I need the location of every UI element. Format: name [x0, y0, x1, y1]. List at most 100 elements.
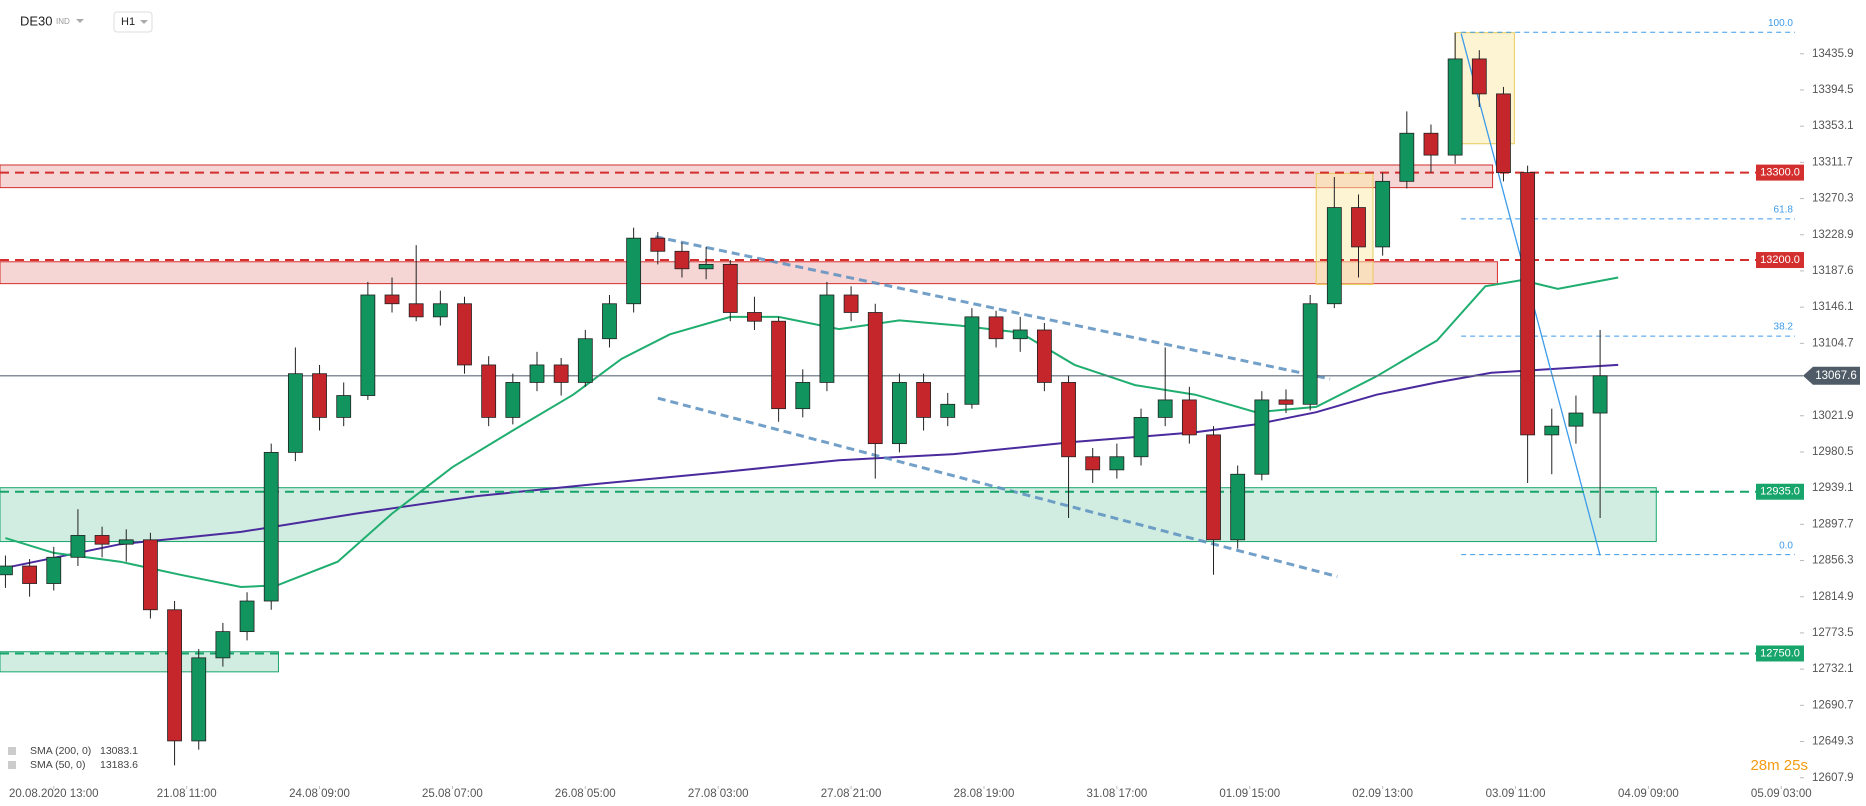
x-tick-label: 27.08 21:00: [821, 788, 882, 800]
symbol-tag: IND: [56, 17, 70, 26]
candle-body: [1085, 456, 1101, 471]
y-tick-label: 13270.3: [1812, 193, 1854, 205]
candle-body: [1326, 207, 1342, 305]
candle-body: [626, 237, 642, 305]
candle-body: [867, 312, 883, 445]
candle-body: [1544, 425, 1560, 436]
candle-body: [795, 382, 811, 410]
candle-body: [1496, 93, 1511, 173]
y-tick-label: 12690.7: [1812, 699, 1854, 711]
fib-level-label: 61.8: [1774, 205, 1794, 216]
dropdown-arrow[interactable]: [140, 20, 148, 24]
candle-timer: 28m 25s: [1750, 757, 1808, 774]
candle-body: [1568, 412, 1584, 427]
level-tag: [1756, 483, 1804, 500]
candle-body: [167, 609, 182, 742]
sma-line: [5, 363, 1619, 569]
candle-body: [1423, 132, 1439, 156]
candle-body: [239, 600, 255, 633]
candle-body: [94, 535, 110, 545]
legend-value: 13183.6: [100, 759, 138, 771]
candle-body: [602, 303, 617, 340]
x-tick-label: 04.09 09:00: [1618, 788, 1679, 800]
y-tick-label: 13146.1: [1812, 301, 1854, 313]
level-tag-label: 12935.0: [1760, 486, 1800, 498]
fib-level-label: 0.0: [1779, 540, 1793, 551]
zone: [0, 164, 1494, 189]
candle-body: [819, 294, 835, 383]
legend-label: SMA (200, 0): [30, 745, 91, 757]
symbol[interactable]: DE30: [20, 13, 53, 28]
candle-body: [312, 373, 327, 418]
level-tag: [1756, 645, 1804, 662]
x-tick-label: 28.08 19:00: [954, 788, 1015, 800]
candle-body: [964, 316, 980, 405]
candle-body: [843, 294, 859, 313]
candle-body: [1206, 434, 1221, 541]
candle-body: [1230, 473, 1246, 541]
x-tick-label: 25.08 07:00: [422, 788, 483, 800]
level-tag-label: 12750.0: [1760, 647, 1800, 659]
candle-body: [1157, 399, 1173, 418]
legend-icon: [8, 747, 16, 755]
y-tick-label: 12897.7: [1812, 518, 1854, 530]
candle-body: [1375, 180, 1391, 248]
candle-body: [529, 364, 545, 383]
candle-body: [1036, 329, 1052, 383]
x-tick-label: 21.08 11:00: [157, 788, 217, 800]
candle-body: [674, 250, 690, 270]
candle-body: [46, 556, 62, 584]
x-tick-label: 26.08 05:00: [555, 788, 616, 800]
y-tick-label: 13228.9: [1812, 229, 1854, 241]
current-price-tag: [1803, 366, 1860, 385]
candle-body: [771, 320, 787, 410]
timeframe[interactable]: H1: [121, 16, 135, 28]
candle-body: [287, 373, 303, 453]
candle-body: [650, 237, 666, 252]
legend-label: SMA (50, 0): [30, 759, 85, 771]
x-tick-label: 24.08 09:00: [289, 788, 350, 800]
candle-body: [698, 263, 714, 270]
candle-body: [263, 451, 279, 602]
candle-body: [143, 539, 158, 611]
level-tag: [1756, 164, 1804, 181]
x-tick-label: 05.09 03:00: [1751, 788, 1812, 800]
legend-icon: [8, 761, 16, 769]
candle-body: [940, 403, 956, 418]
candle-body: [360, 294, 376, 396]
candle-body: [22, 565, 37, 584]
y-tick-label: 13311.7: [1812, 156, 1853, 168]
candle-body: [481, 364, 497, 418]
candle-body: [553, 364, 569, 383]
candle-body: [1399, 132, 1415, 182]
y-tick-label: 12732.1: [1812, 663, 1854, 675]
y-tick-label: 12607.9: [1812, 772, 1854, 784]
x-tick-label: 20.08.2020 13:00: [9, 788, 99, 800]
candle-body: [408, 303, 424, 318]
candle-body: [1520, 172, 1536, 436]
x-tick-label: 01.09 15:00: [1219, 788, 1280, 800]
fib-level-label: 38.2: [1774, 322, 1794, 333]
y-tick-label: 13394.5: [1812, 84, 1854, 96]
header: DE30 IND H1: [20, 11, 153, 33]
candle-body: [70, 535, 86, 558]
candle-body: [336, 395, 352, 418]
candle-body: [1351, 207, 1366, 248]
timeframe-box[interactable]: [113, 11, 153, 33]
candle-body: [577, 338, 593, 383]
dropdown-arrow[interactable]: [76, 19, 84, 23]
y-tick-label: 13021.9: [1812, 410, 1854, 422]
legend-value: 13083.1: [100, 745, 138, 757]
candle-body: [1061, 382, 1076, 458]
candle-body: [1471, 58, 1487, 95]
candle-body: [384, 294, 400, 305]
y-tick-label: 13435.9: [1812, 48, 1854, 60]
level-tag-label: 13300.0: [1760, 167, 1800, 179]
y-tick-label: 12773.5: [1812, 627, 1854, 639]
candle-body: [1302, 303, 1318, 405]
candle-body: [1012, 329, 1028, 340]
y-tick-label: 12856.3: [1812, 555, 1854, 567]
level-tag: [1756, 252, 1804, 269]
candle-body: [457, 303, 472, 366]
